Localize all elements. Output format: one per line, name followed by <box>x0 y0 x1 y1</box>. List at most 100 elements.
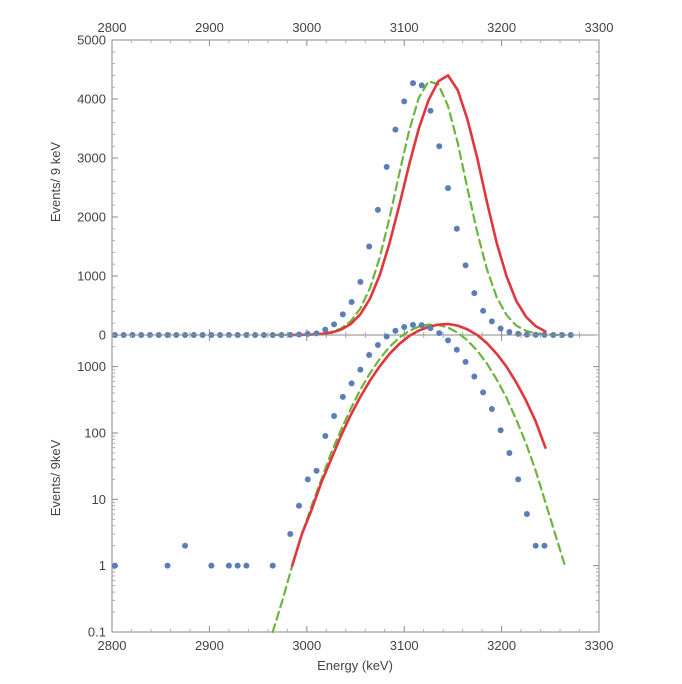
bottom-data-point <box>383 333 390 340</box>
top-x-tick-label: 3100 <box>390 20 419 35</box>
bottom-data-point <box>523 511 530 518</box>
bottom-data-point <box>532 542 539 549</box>
bottom-green-dashed-fit-line <box>271 323 567 634</box>
bottom-x-tick-label: 3000 <box>292 638 321 653</box>
bottom-x-tick-label: 3200 <box>487 638 516 653</box>
top-x-tick-label: 2800 <box>98 20 127 35</box>
top-green-dashed-fit-line <box>271 80 567 337</box>
top-data-point <box>445 185 452 192</box>
bottom-data-point <box>480 389 487 396</box>
top-x-tick-label: 3200 <box>487 20 516 35</box>
bottom-data-point <box>339 393 346 400</box>
bottom-data-point <box>234 562 241 569</box>
bottom-data-point <box>182 542 189 549</box>
top-data-point <box>392 126 399 133</box>
bottom-data-point <box>287 531 294 538</box>
top-panel: 2800 2900 3000 3100 3200 3300 0 1000 2000 3000 400… <box>48 20 613 343</box>
top-y-tick-label: 0 <box>99 328 106 343</box>
top-x-tick-label: 2900 <box>195 20 224 35</box>
bottom-data-point <box>392 327 399 334</box>
top-data-point <box>427 107 434 114</box>
top-data-point <box>348 298 355 305</box>
bottom-y-tick-label: 10 <box>92 492 106 507</box>
top-y-tick-label: 1000 <box>77 269 106 284</box>
bottom-data-point <box>488 405 495 412</box>
bottom-data-point <box>322 433 329 440</box>
top-data-point <box>313 330 320 337</box>
bottom-data-point <box>418 322 425 329</box>
bottom-data-point <box>506 449 513 456</box>
top-data-point <box>409 80 416 87</box>
bottom-data-point <box>225 562 232 569</box>
x-axis-label: Energy (keV) <box>317 658 393 673</box>
top-ticks: 2800 2900 3000 3100 3200 3300 0 1000 2000 3000 400… <box>77 20 613 343</box>
top-data-point <box>339 311 346 318</box>
bottom-data-point <box>366 351 373 358</box>
top-data-point <box>506 329 513 336</box>
bottom-data-point <box>427 325 434 332</box>
top-data-point <box>436 143 443 150</box>
top-data-point <box>357 278 364 285</box>
top-y-tick-label: 3000 <box>77 151 106 166</box>
top-data-point <box>462 262 469 269</box>
top-red-fit-line <box>290 74 547 337</box>
top-data-point <box>366 243 373 250</box>
bottom-data-point <box>331 413 338 420</box>
top-data-point <box>453 225 460 232</box>
top-x-tick-label: 3000 <box>292 20 321 35</box>
bottom-y-tick-label: 1000 <box>77 359 106 374</box>
bottom-data-point <box>296 502 303 509</box>
bottom-data-point <box>401 324 408 330</box>
bottom-x-tick-label: 2800 <box>98 638 127 653</box>
top-y-axis-label: Events/ 9 keV <box>48 142 63 223</box>
bottom-data-point <box>164 562 171 569</box>
top-data-point <box>480 307 487 314</box>
top-series <box>111 74 574 338</box>
bottom-series <box>111 321 567 634</box>
top-y-tick-label: 5000 <box>77 33 106 48</box>
top-data-point <box>401 98 408 105</box>
bottom-data-point <box>357 366 364 373</box>
bottom-y-tick-label: 0.1 <box>88 625 106 640</box>
top-data-point <box>418 82 425 89</box>
bottom-data-point <box>304 476 311 483</box>
bottom-data-point <box>445 337 452 344</box>
top-panel-frame <box>111 39 600 336</box>
bottom-data-point <box>541 542 548 549</box>
bottom-data-point <box>515 476 522 483</box>
top-data-point <box>374 206 381 213</box>
bottom-ticks: 2800 2900 3000 3100 3200 3300 0.1 1 10 100 1000 <box>77 334 614 653</box>
bottom-x-tick-label: 3300 <box>585 638 614 653</box>
bottom-data-point <box>409 321 416 328</box>
bottom-panel-frame <box>111 334 600 633</box>
bottom-x-tick-label: 3100 <box>390 638 419 653</box>
bottom-data-point <box>462 358 469 365</box>
top-data-point <box>304 330 311 337</box>
top-data-point <box>488 318 495 325</box>
bottom-data-point <box>348 380 355 387</box>
bottom-y-tick-label: 1 <box>99 558 106 573</box>
top-y-tick-label: 2000 <box>77 210 106 225</box>
top-data-point <box>383 163 390 170</box>
bottom-data-point <box>269 562 276 569</box>
bottom-y-tick-label: 100 <box>84 425 106 440</box>
bottom-data-point <box>374 342 381 348</box>
bottom-data-point <box>497 427 504 434</box>
top-data-point <box>471 290 478 297</box>
bottom-data-point <box>436 330 443 337</box>
top-y-tick-label: 4000 <box>77 92 106 107</box>
bottom-data-point <box>313 467 320 474</box>
bottom-data-point <box>208 562 215 569</box>
top-x-tick-label: 3300 <box>585 20 614 35</box>
bottom-data-point <box>111 562 118 569</box>
bottom-red-fit-line <box>290 322 547 567</box>
bottom-data-point <box>453 346 460 353</box>
top-data-point <box>322 326 329 333</box>
top-data-point <box>515 330 522 337</box>
bottom-data-point <box>243 562 250 569</box>
bottom-x-tick-label: 2900 <box>195 638 224 653</box>
bottom-data-point <box>471 373 478 380</box>
bottom-panel: 2800 2900 3000 3100 3200 3300 0.1 1 10 100 1000 Ev… <box>48 321 614 673</box>
bottom-y-axis-label: Events/ 9keV <box>48 439 63 516</box>
